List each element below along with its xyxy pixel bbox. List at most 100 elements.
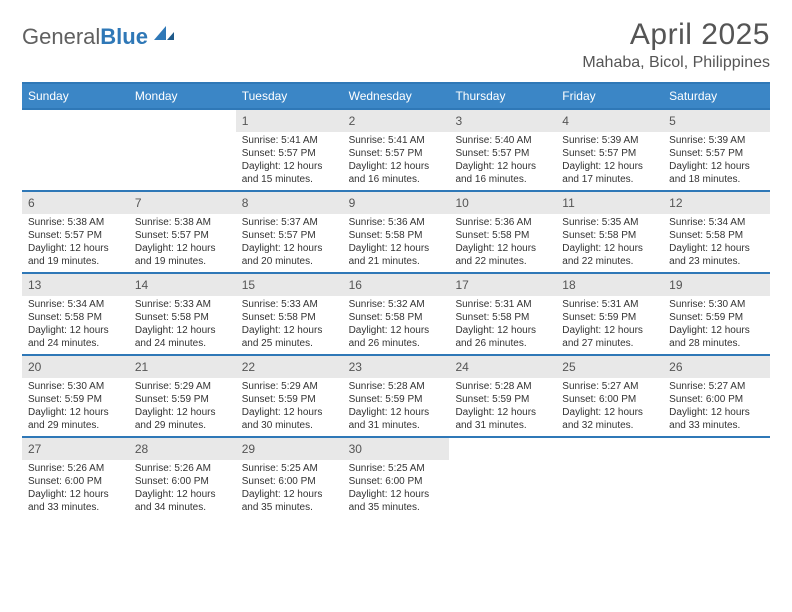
- day-cell: 8Sunrise: 5:37 AMSunset: 5:57 PMDaylight…: [236, 192, 343, 272]
- daynum-row: 25: [556, 356, 663, 378]
- day-body: Sunrise: 5:33 AMSunset: 5:58 PMDaylight:…: [129, 296, 236, 354]
- day-line: Sunrise: 5:41 AM: [349, 134, 444, 147]
- day-line: Sunset: 5:59 PM: [455, 393, 550, 406]
- day-line: Sunrise: 5:34 AM: [669, 216, 764, 229]
- logo-word-2: Blue: [100, 24, 148, 49]
- dow-wednesday: Wednesday: [343, 84, 450, 108]
- day-cell: [129, 110, 236, 190]
- day-cell: 6Sunrise: 5:38 AMSunset: 5:57 PMDaylight…: [22, 192, 129, 272]
- day-line: Daylight: 12 hours: [669, 160, 764, 173]
- day-line: Sunset: 5:57 PM: [28, 229, 123, 242]
- day-line: Sunrise: 5:30 AM: [28, 380, 123, 393]
- day-line: and 33 minutes.: [669, 419, 764, 432]
- day-cell: 26Sunrise: 5:27 AMSunset: 6:00 PMDayligh…: [663, 356, 770, 436]
- dow-monday: Monday: [129, 84, 236, 108]
- day-line: Daylight: 12 hours: [669, 406, 764, 419]
- day-number: 23: [349, 360, 362, 374]
- day-cell: 12 Sunrise: 5:34 AMSunset: 5:58 PMDayligh…: [663, 192, 770, 272]
- day-body: Sunrise: 5:34 AMSunset: 5:58 PMDaylight:…: [22, 296, 129, 354]
- day-line: Sunset: 5:58 PM: [455, 311, 550, 324]
- day-number: 18: [562, 278, 575, 292]
- day-number: 29: [242, 442, 255, 456]
- daynum-row: 30: [343, 438, 450, 460]
- title-block: April 2025 Mahaba, Bicol, Philippines: [582, 18, 770, 72]
- day-line: Daylight: 12 hours: [562, 324, 657, 337]
- day-body: Sunrise: 5:26 AMSunset: 6:00 PMDaylight:…: [22, 460, 129, 518]
- day-body: Sunrise: 5:37 AMSunset: 5:57 PMDaylight:…: [236, 214, 343, 272]
- day-line: and 25 minutes.: [242, 337, 337, 350]
- day-line: Sunset: 5:57 PM: [349, 147, 444, 160]
- day-cell: [449, 438, 556, 518]
- day-body: Sunrise: 5:36 AMSunset: 5:58 PMDaylight:…: [449, 214, 556, 272]
- day-line: Sunset: 5:59 PM: [669, 311, 764, 324]
- day-line: Sunrise: 5:36 AM: [455, 216, 550, 229]
- day-body: Sunrise: 5:27 AMSunset: 6:00 PMDaylight:…: [556, 378, 663, 436]
- day-body: Sunrise: 5:25 AMSunset: 6:00 PMDaylight:…: [343, 460, 450, 518]
- day-line: Sunset: 6:00 PM: [242, 475, 337, 488]
- day-line: and 35 minutes.: [242, 501, 337, 514]
- daynum-row: 18: [556, 274, 663, 296]
- day-body: Sunrise: 5:29 AMSunset: 5:59 PMDaylight:…: [236, 378, 343, 436]
- day-cell: 27Sunrise: 5:26 AMSunset: 6:00 PMDayligh…: [22, 438, 129, 518]
- day-line: Sunset: 6:00 PM: [28, 475, 123, 488]
- day-body: [663, 442, 770, 448]
- day-line: and 22 minutes.: [455, 255, 550, 268]
- day-line: Sunset: 5:58 PM: [135, 311, 230, 324]
- day-line: Daylight: 12 hours: [28, 242, 123, 255]
- day-body: [129, 114, 236, 120]
- day-body: Sunrise: 5:32 AMSunset: 5:58 PMDaylight:…: [343, 296, 450, 354]
- day-line: Daylight: 12 hours: [28, 324, 123, 337]
- day-line: Sunset: 6:00 PM: [349, 475, 444, 488]
- daynum-row: 17: [449, 274, 556, 296]
- day-number: 9: [349, 196, 356, 210]
- daynum-row: 9: [343, 192, 450, 214]
- day-number: 14: [135, 278, 148, 292]
- day-line: Sunrise: 5:36 AM: [349, 216, 444, 229]
- day-line: Daylight: 12 hours: [669, 242, 764, 255]
- month-title: April 2025: [582, 18, 770, 52]
- daynum-row: 10: [449, 192, 556, 214]
- day-cell: 11Sunrise: 5:35 AMSunset: 5:58 PMDayligh…: [556, 192, 663, 272]
- day-line: Daylight: 12 hours: [349, 160, 444, 173]
- day-line: and 28 minutes.: [669, 337, 764, 350]
- day-number: 2: [349, 114, 356, 128]
- day-number: 12: [669, 196, 682, 210]
- day-line: Daylight: 12 hours: [135, 406, 230, 419]
- day-body: Sunrise: 5:34 AMSunset: 5:58 PMDaylight:…: [663, 214, 770, 272]
- day-line: Sunrise: 5:26 AM: [28, 462, 123, 475]
- day-line: Sunset: 5:58 PM: [349, 229, 444, 242]
- day-line: Daylight: 12 hours: [242, 488, 337, 501]
- day-line: Sunrise: 5:29 AM: [135, 380, 230, 393]
- daynum-row: 1: [236, 110, 343, 132]
- day-line: and 31 minutes.: [455, 419, 550, 432]
- day-line: and 24 minutes.: [135, 337, 230, 350]
- day-cell: 4Sunrise: 5:39 AMSunset: 5:57 PMDaylight…: [556, 110, 663, 190]
- week-row: 20Sunrise: 5:30 AMSunset: 5:59 PMDayligh…: [22, 354, 770, 436]
- day-line: Sunset: 6:00 PM: [669, 393, 764, 406]
- day-line: Sunset: 5:58 PM: [669, 229, 764, 242]
- day-cell: [556, 438, 663, 518]
- day-number: 10: [455, 196, 468, 210]
- dow-row: Sunday Monday Tuesday Wednesday Thursday…: [22, 84, 770, 108]
- day-line: and 32 minutes.: [562, 419, 657, 432]
- day-line: Daylight: 12 hours: [349, 488, 444, 501]
- day-line: Daylight: 12 hours: [562, 242, 657, 255]
- day-line: Sunrise: 5:28 AM: [455, 380, 550, 393]
- day-line: Sunrise: 5:34 AM: [28, 298, 123, 311]
- day-cell: 16Sunrise: 5:32 AMSunset: 5:58 PMDayligh…: [343, 274, 450, 354]
- day-number: 26: [669, 360, 682, 374]
- day-line: Sunset: 5:59 PM: [242, 393, 337, 406]
- week-row: 27Sunrise: 5:26 AMSunset: 6:00 PMDayligh…: [22, 436, 770, 518]
- daynum-row: 6: [22, 192, 129, 214]
- day-number: 7: [135, 196, 142, 210]
- dow-saturday: Saturday: [663, 84, 770, 108]
- day-cell: 3Sunrise: 5:40 AMSunset: 5:57 PMDaylight…: [449, 110, 556, 190]
- day-cell: 29Sunrise: 5:25 AMSunset: 6:00 PMDayligh…: [236, 438, 343, 518]
- day-body: Sunrise: 5:31 AMSunset: 5:59 PMDaylight:…: [556, 296, 663, 354]
- day-line: Sunrise: 5:27 AM: [562, 380, 657, 393]
- day-line: and 35 minutes.: [349, 501, 444, 514]
- day-line: Sunrise: 5:35 AM: [562, 216, 657, 229]
- day-line: and 19 minutes.: [135, 255, 230, 268]
- day-body: Sunrise: 5:30 AMSunset: 5:59 PMDaylight:…: [663, 296, 770, 354]
- day-line: Daylight: 12 hours: [28, 488, 123, 501]
